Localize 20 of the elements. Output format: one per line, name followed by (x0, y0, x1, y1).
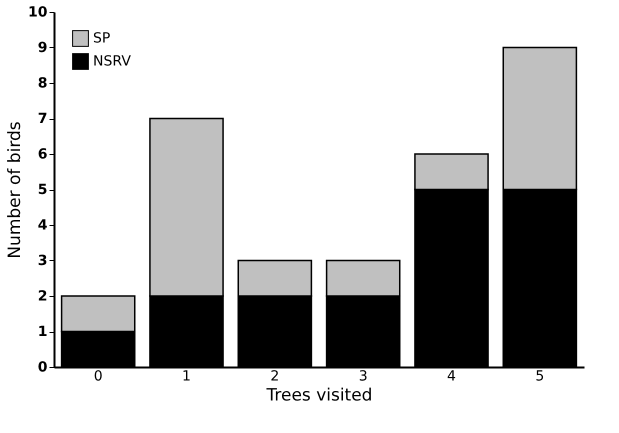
y-tick-label: 5 (38, 182, 48, 198)
legend-label: SP (93, 30, 110, 46)
y-tick-label: 7 (38, 111, 48, 127)
y-tick-label: 3 (38, 253, 48, 269)
y-tick-label: 4 (38, 218, 48, 234)
x-tick-label: 4 (447, 368, 456, 384)
y-tick-label: 9 (38, 40, 48, 56)
y-tick-label: 6 (38, 146, 48, 162)
y-tick-label: 8 (38, 76, 48, 92)
x-tick-label: 0 (94, 368, 103, 384)
y-tick-label: 1 (38, 324, 48, 340)
y-tick-label: 10 (28, 4, 48, 20)
x-tick-label: 1 (182, 368, 191, 384)
x-tick-label: 2 (270, 368, 280, 384)
x-tick-label: 5 (535, 368, 544, 384)
legend-label: NSRV (93, 54, 132, 70)
y-tick-label: 2 (38, 288, 48, 304)
y-axis-title: Number of birds (5, 121, 26, 259)
x-tick-label: 3 (358, 368, 368, 384)
x-axis-title: Trees visited (266, 386, 372, 406)
